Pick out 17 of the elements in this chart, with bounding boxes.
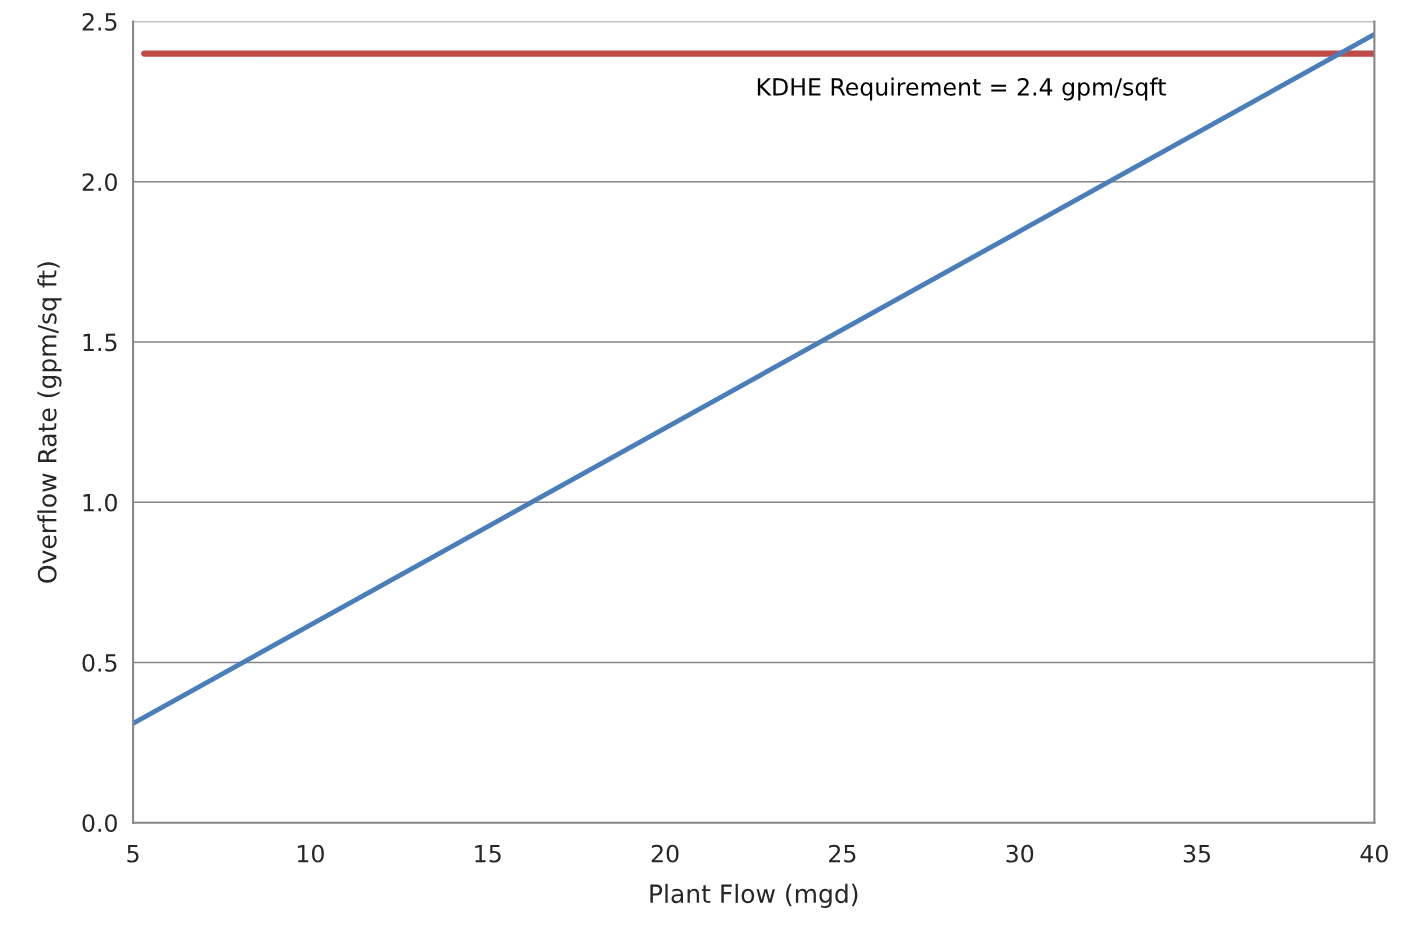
y-tick-label: 1.5 — [83, 333, 117, 352]
x-tick-label: 30 — [1006, 844, 1034, 863]
y-tick-label: 0.0 — [82, 814, 117, 833]
x-tick-label: 20 — [651, 844, 679, 863]
x-tick-label: 10 — [297, 844, 324, 863]
x-tick-label: 25 — [829, 844, 856, 863]
x-tick-label: 40 — [1360, 844, 1388, 863]
x-tick-label: 35 — [1183, 844, 1211, 863]
y-tick-label: 2.0 — [82, 173, 117, 192]
y-axis-title: Overflow Rate (gpm/sq ft) — [37, 262, 62, 583]
x-axis-title: Plant Flow (mgd) — [650, 883, 858, 909]
y-tick-label: 2.5 — [82, 12, 117, 31]
x-tick-label: 15 — [475, 845, 501, 863]
ref-line-label: KDHE Requirement = 2.4 gpm/sqft — [757, 77, 1166, 101]
x-tick-label: 5 — [127, 845, 139, 863]
y-tick-label: 0.5 — [82, 653, 117, 672]
y-tick-label: 1.0 — [83, 493, 117, 512]
